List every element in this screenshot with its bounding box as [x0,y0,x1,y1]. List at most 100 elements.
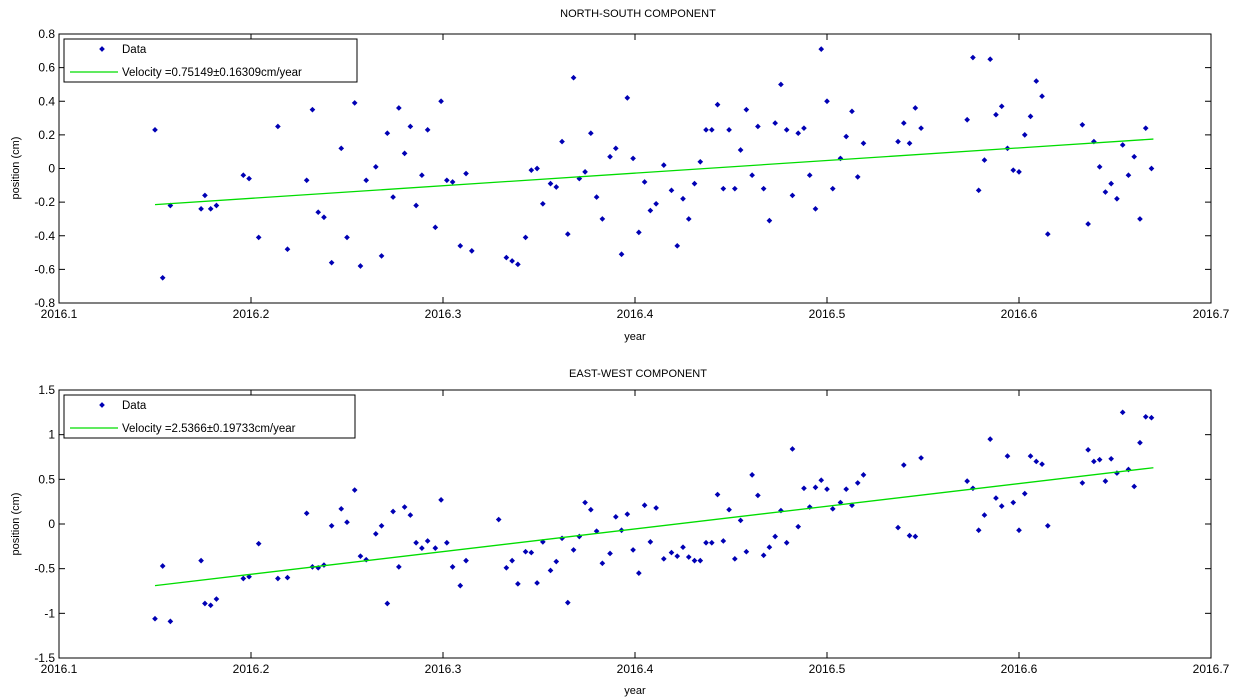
velocity-fit-line [154,138,1154,206]
data-point [401,504,408,510]
x-tick-label: 2016.6 [1001,307,1038,321]
data-point [424,538,431,544]
data-point [396,564,402,570]
data-point [255,540,262,547]
data-point [860,472,867,478]
data-point [457,243,464,249]
data-point [328,259,335,266]
data-point [240,172,247,179]
data-point [660,556,667,562]
data-point [760,185,767,192]
data-point [1010,167,1017,174]
data-point [515,581,521,587]
data-point [1039,93,1045,100]
data-point [829,185,836,192]
data-point [468,248,475,254]
data-point [457,582,464,589]
y-tick-label: -0.6 [34,262,55,276]
data-point [806,172,813,179]
data-point [444,539,450,546]
data-point [1137,439,1143,446]
data-point [152,615,158,622]
data-point [1039,461,1045,467]
x-tick-label: 2016.4 [617,662,654,676]
data-point [1079,480,1086,486]
data-point [515,261,521,268]
data-point [636,229,642,236]
y-tick-label: -1 [44,606,55,620]
data-point [818,477,825,484]
data-point [378,253,385,259]
data-point [372,530,379,537]
y-tick-label: 0.2 [38,128,55,142]
data-point [653,200,659,207]
data-point [1142,125,1149,131]
data-point [737,147,744,153]
data-point [726,127,732,133]
legend-data-marker [99,402,105,408]
data-point [438,98,444,105]
x-tick-label: 2016.2 [233,307,270,321]
data-point [772,120,778,126]
x-tick-label: 2016.2 [233,662,270,676]
data-point [607,550,613,557]
data-point [906,140,913,147]
series-group [152,409,1155,625]
data-point [240,575,247,582]
data-point [159,563,166,569]
data-point [964,116,970,123]
data-point [1125,172,1132,179]
data-point [522,234,529,241]
data-point [970,54,976,61]
data-point [812,484,819,491]
data-point [668,549,675,556]
data-point [708,539,715,546]
legend-fit-label: Velocity =0.75149±0.16309cm/year [122,67,302,79]
x-tick-label: 2016.3 [425,307,462,321]
data-point [755,123,761,130]
data-point [749,472,755,478]
data-point [1148,414,1155,421]
data-point [344,234,350,241]
data-point [284,574,291,581]
legend: Data Velocity =2.5366±0.19733cm/year [63,394,356,439]
data-point [714,101,721,108]
data-point [737,517,744,524]
data-point [697,557,704,564]
data-point [363,177,370,184]
data-point [599,216,606,222]
data-point [303,510,310,517]
data-point [685,216,692,222]
data-point [553,558,560,565]
data-point [198,206,204,212]
data-point [703,127,709,133]
data-point [795,523,802,530]
data-point [674,243,681,249]
data-point [993,111,999,118]
data-point [854,174,861,180]
data-point [998,103,1005,110]
y-tick-label: 0.4 [38,94,55,108]
data-point [401,150,408,157]
data-point [449,564,456,570]
data-point [743,548,750,555]
legend-data-label: Data [122,400,147,412]
data-point [207,206,214,212]
data-point [812,206,819,212]
data-point [630,155,636,162]
x-tick-label: 2016.5 [809,307,846,321]
data-point [720,538,727,544]
data-point [624,95,631,101]
data-point [495,516,502,523]
data-point [703,539,709,546]
chart-title: EAST-WEST COMPONENT [569,368,707,380]
data-point [1044,522,1051,529]
data-point [528,549,535,556]
data-point [432,224,439,231]
x-axis: 2016.1 2016.2 2016.3 2016.4 2016.5 2016.6 2016… [41,390,1230,676]
data-point [255,234,262,241]
data-point [1119,142,1126,148]
data-point [438,497,444,503]
data-point [749,172,755,179]
data-point [708,127,715,133]
